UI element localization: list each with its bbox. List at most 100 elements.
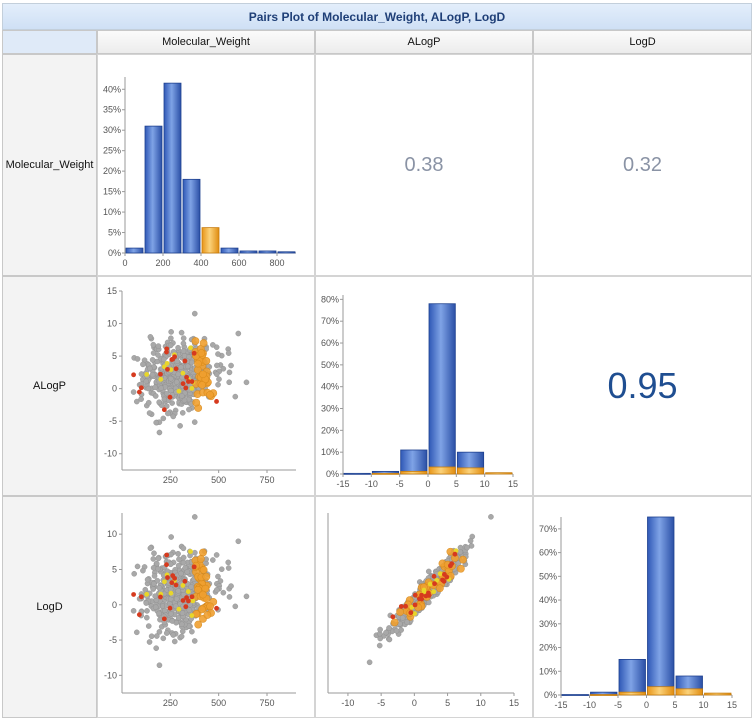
- scatter-point: [183, 604, 189, 610]
- histogram-bar: [163, 82, 182, 254]
- x-tick-label: 0: [644, 700, 649, 710]
- x-tick-label: 5: [672, 700, 677, 710]
- scatter-point: [464, 544, 470, 551]
- scatter-point: [383, 629, 389, 636]
- x-tick-label: 250: [163, 475, 178, 485]
- y-tick-label: 50%: [321, 360, 339, 370]
- scatter-point: [154, 577, 161, 584]
- scatter-point: [399, 615, 406, 621]
- scatter-point: [214, 605, 219, 611]
- scatter-point: [143, 600, 150, 606]
- scatter-point: [180, 598, 186, 603]
- scatter-point: [199, 590, 207, 599]
- scatter-point: [131, 570, 137, 577]
- scatter-point: [210, 342, 216, 348]
- scatter-point: [181, 397, 188, 404]
- scatter-point: [173, 379, 180, 385]
- scatter-point: [191, 419, 198, 425]
- y-tick-label: 5%: [108, 228, 121, 238]
- scatter-point: [449, 561, 455, 567]
- y-tick-label: 20%: [539, 643, 557, 653]
- scatter-point: [168, 367, 174, 373]
- scatter-point: [134, 356, 141, 362]
- scatter-point: [146, 365, 153, 372]
- scatter-point: [396, 608, 405, 616]
- y-tick-label: 30%: [539, 619, 557, 629]
- y-tick-label: 5: [112, 564, 117, 574]
- x-tick-label: 15: [508, 479, 518, 489]
- scatter-point: [156, 399, 162, 406]
- x-tick-label: 750: [259, 475, 274, 485]
- scatter-point: [156, 629, 163, 635]
- scatter-point: [197, 349, 206, 357]
- scatter-point: [152, 393, 159, 399]
- scatter-point: [180, 340, 187, 347]
- scatter-point: [225, 565, 232, 571]
- scatter-point: [158, 371, 163, 377]
- scatter-point: [160, 415, 167, 422]
- scatter-point: [408, 610, 414, 616]
- scatter-point: [182, 578, 188, 584]
- scatter-point: [150, 556, 157, 562]
- scatter-point: [190, 598, 196, 604]
- scatter-point: [442, 572, 447, 577]
- scatter-point: [180, 545, 187, 552]
- scatter-point: [144, 591, 150, 597]
- scatter-mw-vs-alogp: -10 -5 0 5 10 15 250 500 750: [104, 286, 296, 485]
- scatter-point: [189, 594, 195, 600]
- x-tick-label: -10: [365, 479, 378, 489]
- scatter-point: [171, 638, 178, 645]
- y-tick-label: 50%: [539, 571, 557, 581]
- scatter-point: [167, 375, 174, 382]
- scatter-point: [377, 626, 383, 633]
- scatter-point: [145, 385, 152, 392]
- scatter-point: [161, 407, 167, 413]
- y-tick-label: 0%: [326, 469, 339, 479]
- scatter-point: [164, 360, 170, 366]
- scatter-point: [143, 378, 150, 385]
- scatter-point: [432, 581, 437, 587]
- y-tick-label: 30%: [103, 125, 121, 135]
- scatter-point: [138, 396, 144, 402]
- scatter-point: [393, 627, 400, 634]
- y-tick-label: 5: [112, 351, 117, 361]
- scatter-point: [226, 379, 232, 386]
- scatter-point: [366, 659, 373, 666]
- scatter-point: [459, 555, 467, 564]
- scatter-point: [184, 569, 191, 575]
- scatter-point: [160, 356, 167, 363]
- scatter-point: [150, 341, 157, 348]
- scatter-point: [152, 604, 159, 611]
- scatter-point: [188, 584, 194, 590]
- scatter-point: [143, 614, 150, 621]
- scatter-point: [170, 413, 177, 420]
- scatter-point: [151, 573, 158, 579]
- scatter-point: [173, 366, 179, 372]
- y-tick-label: 0: [112, 600, 117, 610]
- scatter-point: [214, 371, 220, 378]
- scatter-point: [214, 399, 219, 404]
- scatter-point: [146, 639, 153, 645]
- y-tick-label: 70%: [321, 316, 339, 326]
- scatter-point: [185, 589, 191, 594]
- scatter-point: [164, 346, 170, 352]
- scatter-point: [140, 567, 146, 574]
- scatter-point: [180, 381, 186, 387]
- x-tick-label: 15: [509, 698, 519, 708]
- scatter-point: [186, 406, 192, 413]
- histogram-bar-highlight: [704, 692, 732, 696]
- scatter-point: [151, 550, 157, 557]
- scatter-point: [192, 398, 201, 407]
- scatter-point: [390, 618, 399, 627]
- histogram-bar-highlight: [647, 686, 675, 696]
- scatter-point: [431, 589, 437, 595]
- scatter-point: [198, 381, 207, 389]
- scatter-point: [215, 351, 221, 357]
- scatter-point: [404, 619, 410, 625]
- scatter-point: [163, 403, 170, 409]
- scatter-point: [390, 614, 396, 620]
- x-tick-label: -10: [583, 700, 596, 710]
- histogram-alogp: 0% 10% 20% 30% 40% 50% 60% 70% 80% -15 -10 -5 0 5 10 15: [321, 294, 518, 489]
- histogram-bar: [561, 694, 589, 696]
- y-tick-label: 30%: [321, 404, 339, 414]
